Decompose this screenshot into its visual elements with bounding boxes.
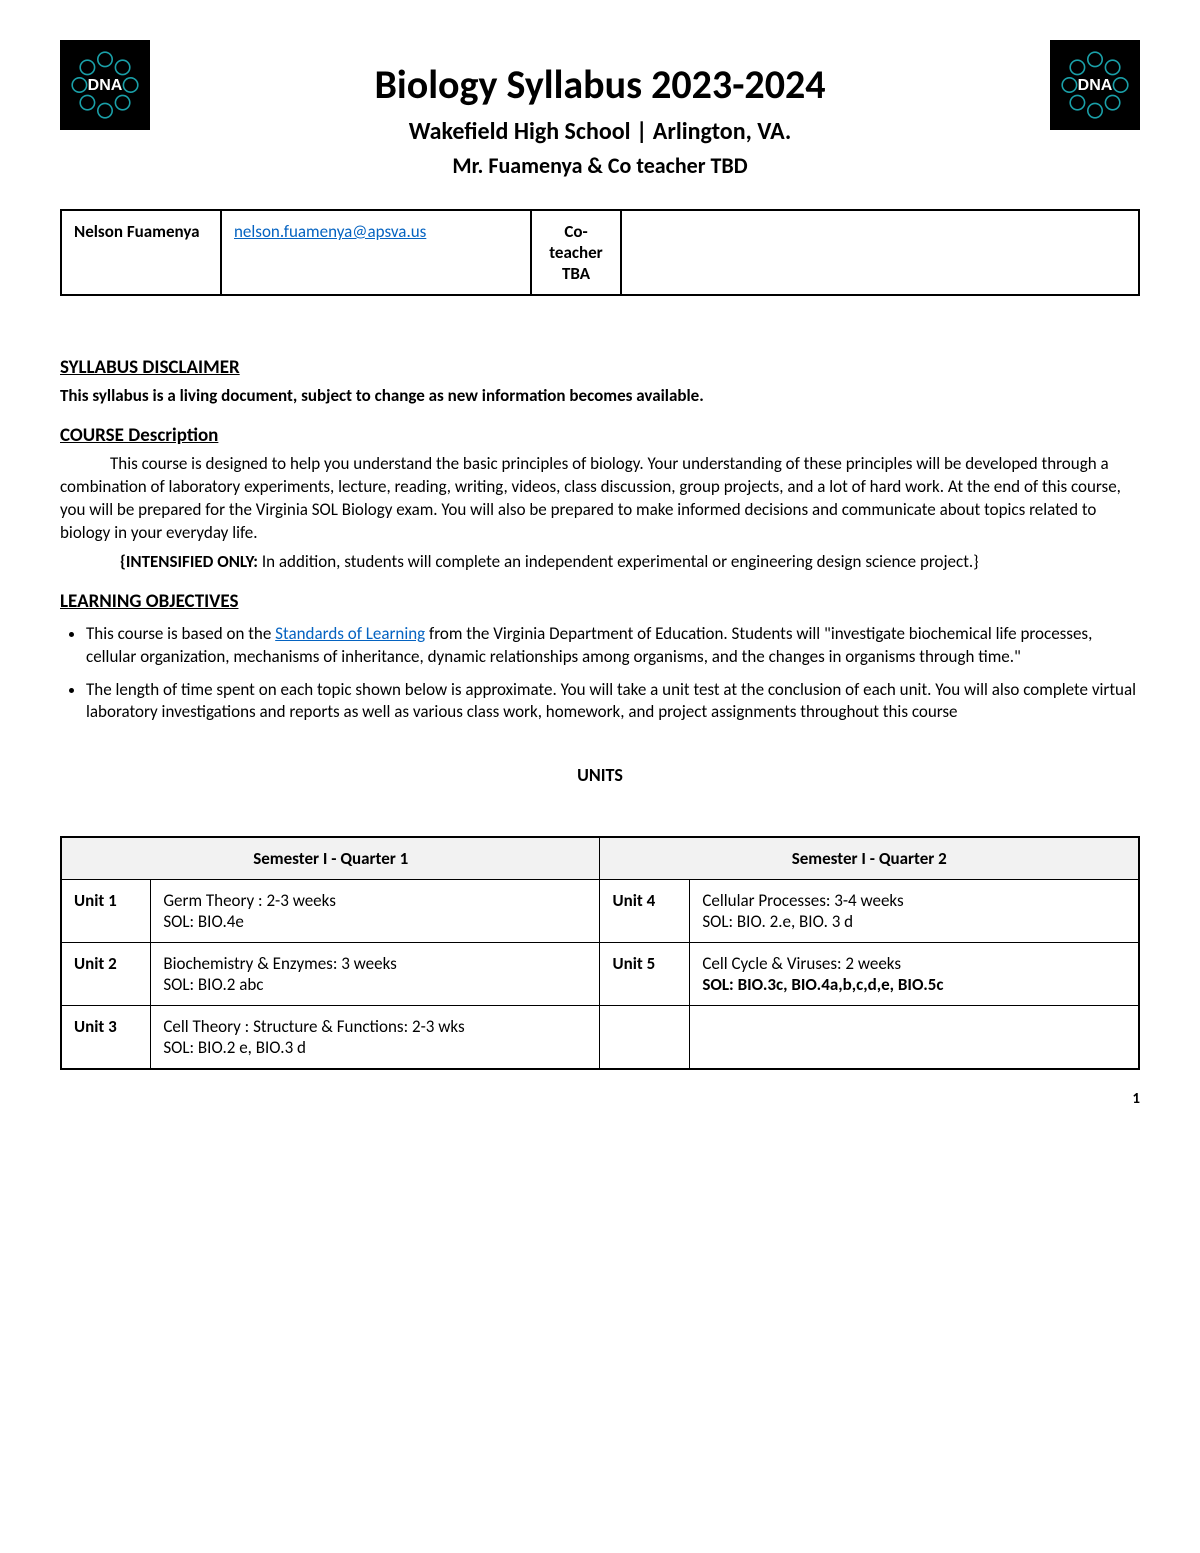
dna-badge-text: DNA (1078, 77, 1113, 94)
unit-desc: Cell Cycle & Viruses: 2 weeksSOL: BIO.3c… (690, 943, 1139, 1006)
obj1-pre: This course is based on the (86, 623, 275, 644)
unit-label: Unit 5 (600, 943, 690, 1006)
unit-desc (690, 1006, 1139, 1070)
unit-desc: Cellular Processes: 3-4 weeksSOL: BIO. 2… (690, 880, 1139, 943)
contact-email-link[interactable]: nelson.fuamenya@apsva.us (234, 221, 426, 242)
dna-badge-text: DNA (88, 77, 123, 94)
units-row: Unit 1Germ Theory : 2-3 weeksSOL: BIO.4e… (61, 880, 1139, 943)
standards-of-learning-link[interactable]: Standards of Learning (275, 623, 425, 644)
objective-item-1: This course is based on the Standards of… (86, 623, 1140, 669)
units-col2-header: Semester I - Quarter 2 (600, 837, 1139, 880)
intensified-label: {INTENSIFIED ONLY: (120, 551, 258, 572)
dna-icon: DNA (65, 45, 145, 125)
page-title: Biology Syllabus 2023-2024 (150, 60, 1050, 109)
subtitle-teachers: Mr. Fuamenya & Co teacher TBD (150, 152, 1050, 179)
course-heading: COURSE Description (60, 424, 1140, 447)
dna-badge-right: DNA (1050, 40, 1140, 130)
unit-label (600, 1006, 690, 1070)
co-teacher-label: Co-teacher TBA (531, 210, 621, 295)
units-table: Semester I - Quarter 1 Semester I - Quar… (60, 836, 1140, 1070)
contact-row: Nelson Fuamenya nelson.fuamenya@apsva.us… (61, 210, 1139, 295)
unit-desc: Germ Theory : 2-3 weeksSOL: BIO.4e (151, 880, 600, 943)
course-p1: This course is designed to help you unde… (60, 453, 1121, 543)
contact-email-cell: nelson.fuamenya@apsva.us (221, 210, 531, 295)
objectives-heading: LEARNING OBJECTIVES (60, 590, 1140, 613)
title-block: Biology Syllabus 2023-2024 Wakefield Hig… (150, 40, 1050, 179)
contact-table: Nelson Fuamenya nelson.fuamenya@apsva.us… (60, 209, 1140, 296)
header-row: DNA Biology Syllabus 2023-2024 Wakefield… (60, 40, 1140, 179)
unit-label: Unit 4 (600, 880, 690, 943)
objective-item-2: The length of time spent on each topic s… (86, 679, 1140, 725)
unit-label: Unit 1 (61, 880, 151, 943)
co-teacher-blank (621, 210, 1139, 295)
dna-badge-left: DNA (60, 40, 150, 130)
unit-label: Unit 3 (61, 1006, 151, 1070)
course-description: This course is designed to help you unde… (60, 453, 1140, 545)
units-heading: UNITS (60, 764, 1140, 786)
subtitle-school: Wakefield High School | Arlington, VA. (150, 117, 1050, 146)
units-header-row: Semester I - Quarter 1 Semester I - Quar… (61, 837, 1139, 880)
unit-desc: Biochemistry & Enzymes: 3 weeksSOL: BIO.… (151, 943, 600, 1006)
contact-name: Nelson Fuamenya (61, 210, 221, 295)
unit-desc: Cell Theory : Structure & Functions: 2-3… (151, 1006, 600, 1070)
dna-icon: DNA (1055, 45, 1135, 125)
disclaimer-heading: SYLLABUS DISCLAIMER (60, 356, 1140, 379)
course-intensified: {INTENSIFIED ONLY: In addition, students… (60, 551, 1140, 574)
intensified-rest: In addition, students will complete an i… (258, 551, 979, 572)
unit-label: Unit 2 (61, 943, 151, 1006)
units-row: Unit 2Biochemistry & Enzymes: 3 weeksSOL… (61, 943, 1139, 1006)
page-number: 1 (60, 1090, 1140, 1108)
units-row: Unit 3Cell Theory : Structure & Function… (61, 1006, 1139, 1070)
objectives-list: This course is based on the Standards of… (60, 623, 1140, 725)
disclaimer-text: This syllabus is a living document, subj… (60, 385, 1140, 408)
units-col1-header: Semester I - Quarter 1 (61, 837, 600, 880)
